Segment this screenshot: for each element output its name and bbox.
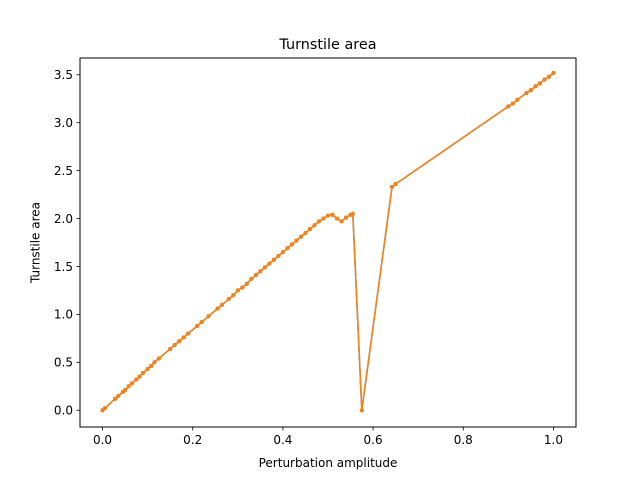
series-2-point [271, 257, 276, 262]
series-2-point [528, 88, 533, 93]
x-tick-label: 1.0 [544, 433, 563, 447]
plot-area [100, 70, 556, 413]
y-axis: 0.0 0.5 1.0 1.5 2.0 2.5 3.0 3.5 [54, 68, 80, 418]
series-2-point [134, 377, 139, 382]
x-axis: 0.0 0.2 0.4 0.6 0.8 1.0 [93, 427, 563, 447]
series-2-point [339, 219, 344, 224]
series-2-point [231, 293, 236, 298]
series-2-point [199, 320, 204, 325]
series-2-point [303, 230, 308, 235]
series-2-point [149, 364, 154, 369]
series-2-point [280, 250, 285, 255]
series-2-point [537, 81, 542, 86]
series-2-point [330, 212, 335, 217]
series-2-point [168, 346, 173, 351]
series-2-point [123, 388, 128, 393]
series-2-point [326, 213, 330, 218]
series-2-point [113, 396, 118, 401]
series-2-point [240, 285, 245, 290]
series-2-point [186, 331, 191, 336]
y-tick-label: 1.0 [54, 308, 73, 322]
series-2-point [359, 408, 364, 413]
series-2-point [542, 77, 547, 82]
series-2-point [177, 339, 182, 344]
series-2-point [244, 281, 249, 286]
y-axis-label: Turnstile area [29, 202, 43, 284]
series-2-point [116, 393, 121, 398]
series-2-point [344, 215, 349, 220]
x-axis-label: Perturbation amplitude [259, 456, 398, 470]
series-2-point [102, 406, 107, 411]
series-2-point [141, 370, 146, 375]
series-2-point [129, 381, 134, 386]
y-tick-label: 0.5 [54, 356, 73, 370]
chart-title: Turnstile area [278, 37, 376, 53]
series-2-point [226, 297, 231, 302]
series-2-point [262, 265, 267, 270]
series-2-point [172, 343, 177, 348]
series-2-point [350, 211, 355, 216]
series-2-point [249, 276, 254, 281]
series-2-point [506, 104, 511, 109]
series-2-point [312, 223, 317, 228]
series-2-point [195, 323, 200, 328]
series-2-point [321, 216, 326, 221]
series-2-point [294, 238, 299, 243]
series-2-point [393, 182, 398, 187]
series-2-point [156, 356, 161, 361]
y-tick-label: 2.0 [54, 212, 73, 226]
y-tick-label: 3.5 [54, 68, 73, 82]
series-2-point [298, 234, 303, 239]
series-2-point [524, 90, 529, 95]
series-2-point [215, 306, 220, 311]
series-2-point [267, 261, 272, 266]
x-tick-label: 0.2 [183, 433, 202, 447]
y-tick-label: 1.5 [54, 260, 73, 274]
series-2-point [390, 184, 395, 189]
y-tick-label: 0.0 [54, 404, 73, 418]
y-tick-label: 3.0 [54, 116, 73, 130]
series-2-point [533, 84, 538, 89]
series-2-point [145, 367, 150, 372]
series-2-point [181, 335, 186, 340]
x-tick-label: 0.4 [273, 433, 292, 447]
series-2-point [137, 374, 142, 379]
series-2-point [126, 384, 131, 389]
series-2-point [335, 216, 340, 221]
series-2-point [551, 70, 556, 75]
series-2-point [316, 219, 321, 224]
series-2-point [152, 360, 157, 365]
series-2-point [289, 242, 294, 247]
x-tick-label: 0.6 [364, 433, 383, 447]
series-2-point [546, 74, 551, 79]
series-2-point [220, 302, 225, 307]
x-tick-label: 0.0 [93, 433, 112, 447]
y-tick-label: 2.5 [54, 164, 73, 178]
series-2-point [515, 97, 520, 102]
x-tick-label: 0.8 [454, 433, 473, 447]
series-2-point [510, 101, 515, 106]
series-2-point [258, 269, 263, 274]
series-2-point [235, 288, 240, 293]
series-2-point [206, 314, 211, 319]
axes-frame [79, 57, 577, 428]
series-2-point [307, 227, 312, 232]
series-2-line [102, 72, 554, 411]
series-2-point [276, 253, 281, 258]
series-2-point [285, 246, 290, 251]
series-1-line [102, 72, 554, 411]
series-2-point [253, 273, 258, 278]
